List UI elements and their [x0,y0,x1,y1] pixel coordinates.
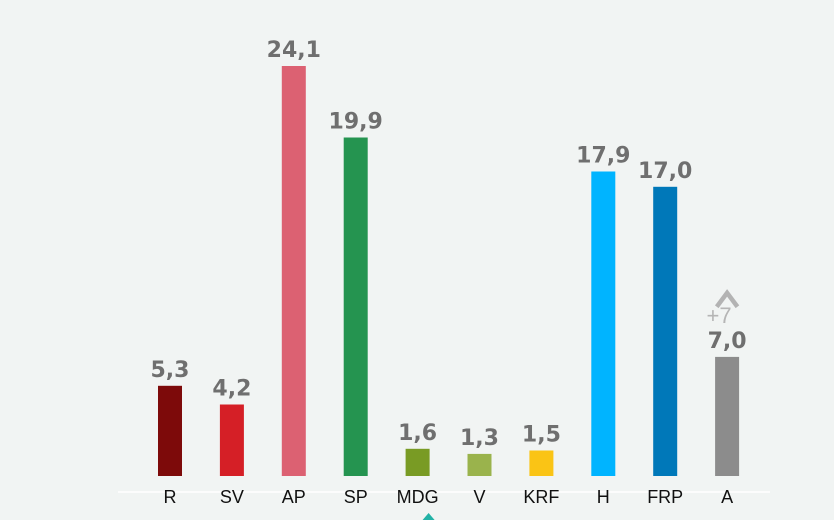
category-label-frp: FRP [647,487,683,507]
value-label-sv: 4,2 [212,377,251,402]
value-label-krf: 1,5 [522,423,561,448]
bar-a [715,356,740,476]
bar-sp [343,137,368,476]
category-label-a: A [721,487,733,507]
value-label-frp: 17,0 [638,159,692,184]
bars-group [158,66,740,477]
bar-krf [529,450,554,476]
category-label-mdg: MDG [397,487,439,507]
category-label-h: H [597,487,610,507]
selection-marker-icon [422,513,435,520]
value-label-h: 17,9 [576,144,630,169]
value-label-mdg: 1,6 [398,421,437,446]
value-label-ap: 24,1 [267,38,321,63]
bar-h [591,171,616,476]
annotations-group: +7 [422,289,740,520]
value-label-a: 7,0 [708,329,747,354]
category-label-sp: SP [344,487,368,507]
bar-sv [219,404,244,476]
category-label-sv: SV [220,487,244,507]
value-label-sp: 19,9 [329,110,383,135]
category-label-ap: AP [282,487,306,507]
bar-mdg [405,448,430,476]
category-label-r: R [164,487,177,507]
value-labels-group: 5,3 4,2 24,1 19,9 1,6 1,3 1,5 17,9 17,0 7,0 [151,38,747,451]
bar-v [467,453,492,476]
category-labels-group: R SV AP SP MDG V KRF H FRP A [164,487,734,507]
bar-ap [281,66,306,476]
category-label-v: V [473,487,485,507]
category-label-krf: KRF [523,487,559,507]
value-label-v: 1,3 [460,426,499,451]
value-label-r: 5,3 [151,358,190,383]
bar-frp [653,186,678,477]
chevron-up-icon [714,289,740,309]
bar-r [158,385,182,476]
